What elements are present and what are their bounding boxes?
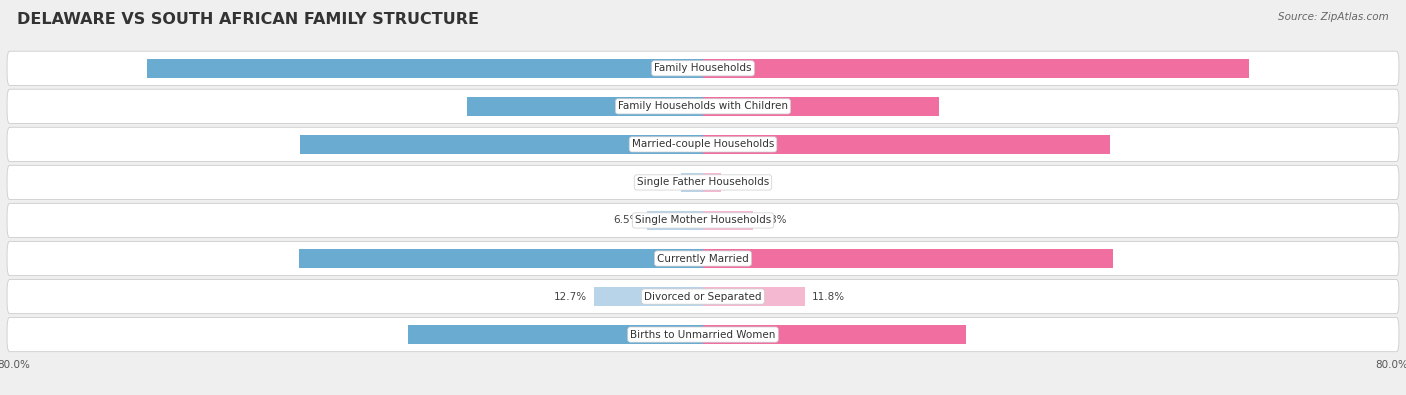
Text: Single Mother Households: Single Mother Households [636,215,770,226]
Bar [703,249,1114,268]
Text: 46.9%: 46.9% [657,254,690,263]
Text: 27.4%: 27.4% [716,102,749,111]
Bar [703,59,1249,77]
Text: Divorced or Separated: Divorced or Separated [644,292,762,301]
Text: 11.8%: 11.8% [811,292,845,301]
Text: 47.3%: 47.3% [716,139,749,149]
Bar [647,211,703,229]
Text: 64.6%: 64.6% [657,63,690,73]
Bar [703,173,721,192]
Text: 2.1%: 2.1% [728,177,755,188]
Text: 6.5%: 6.5% [613,215,640,226]
Bar [146,59,703,77]
Bar [703,135,1111,154]
Text: Currently Married: Currently Married [657,254,749,263]
FancyBboxPatch shape [7,241,1399,276]
Bar [703,325,966,344]
Text: 5.8%: 5.8% [759,215,786,226]
FancyBboxPatch shape [7,318,1399,352]
Bar [467,97,703,116]
FancyBboxPatch shape [7,89,1399,124]
Text: Family Households with Children: Family Households with Children [619,102,787,111]
Text: 34.2%: 34.2% [657,329,690,340]
FancyBboxPatch shape [7,166,1399,199]
Text: Married-couple Households: Married-couple Households [631,139,775,149]
Bar [299,135,703,154]
Bar [409,325,703,344]
Text: Single Father Households: Single Father Households [637,177,769,188]
Bar [703,97,939,116]
Text: 27.4%: 27.4% [657,102,690,111]
Bar [703,211,754,229]
FancyBboxPatch shape [7,127,1399,162]
FancyBboxPatch shape [7,279,1399,314]
Bar [682,173,703,192]
Text: Source: ZipAtlas.com: Source: ZipAtlas.com [1278,12,1389,22]
Text: 46.8%: 46.8% [657,139,690,149]
Text: 63.4%: 63.4% [716,63,749,73]
Bar [703,287,804,306]
Text: Births to Unmarried Women: Births to Unmarried Women [630,329,776,340]
Text: DELAWARE VS SOUTH AFRICAN FAMILY STRUCTURE: DELAWARE VS SOUTH AFRICAN FAMILY STRUCTU… [17,12,479,27]
Bar [299,249,703,268]
Text: 30.5%: 30.5% [716,329,749,340]
Bar [593,287,703,306]
Text: 2.5%: 2.5% [648,177,675,188]
Text: Family Households: Family Households [654,63,752,73]
Text: 47.6%: 47.6% [716,254,749,263]
FancyBboxPatch shape [7,51,1399,85]
Text: 12.7%: 12.7% [554,292,586,301]
FancyBboxPatch shape [7,203,1399,237]
